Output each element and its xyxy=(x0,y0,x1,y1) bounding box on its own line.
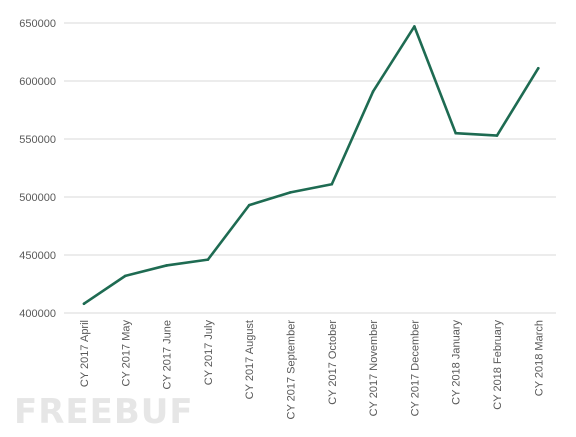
x-tick-label: CY 2017 September xyxy=(286,320,298,420)
x-axis-tick-labels: CY 2017 April CY 2017 May CY 2017 June CY 2… xyxy=(79,320,545,420)
x-tick-label: CY 2017 August xyxy=(244,320,256,399)
y-tick-label: 400000 xyxy=(19,308,56,320)
gridlines xyxy=(64,22,556,314)
data-point xyxy=(82,302,86,306)
data-point xyxy=(330,182,334,186)
y-tick-label: 550000 xyxy=(19,134,56,146)
data-point xyxy=(206,258,210,261)
x-tick-label: CY 2017 June xyxy=(162,320,174,390)
x-tick-label: CY 2017 April xyxy=(79,320,91,387)
x-tick-label: CY 2017 October xyxy=(327,320,339,405)
data-point xyxy=(495,134,499,137)
data-point xyxy=(371,90,375,93)
data-point xyxy=(124,274,127,278)
data-point xyxy=(454,131,458,135)
x-tick-label: CY 2018 January xyxy=(451,320,463,405)
x-tick-label: CY 2018 March xyxy=(533,320,545,396)
y-axis-tick-labels: 400000 450000 500000 550000 600000 650000 xyxy=(19,18,56,320)
data-point xyxy=(413,25,416,28)
series-line xyxy=(82,25,540,306)
y-tick-label: 650000 xyxy=(19,18,56,30)
x-tick-label: CY 2017 November xyxy=(368,320,380,417)
data-point xyxy=(247,203,251,207)
data-point xyxy=(289,191,292,194)
x-tick-label: CY 2017 July xyxy=(203,320,215,386)
series-layer xyxy=(82,25,540,306)
data-point xyxy=(165,264,168,267)
x-tick-label: CY 2017 May xyxy=(120,320,132,387)
x-tick-label: CY 2017 December xyxy=(409,320,421,417)
y-tick-label: 450000 xyxy=(19,250,56,262)
data-point xyxy=(537,66,540,70)
y-tick-label: 500000 xyxy=(19,192,56,204)
y-tick-label: 600000 xyxy=(19,76,56,88)
x-tick-label: CY 2018 February xyxy=(492,320,504,410)
watermark-logo: FREEBUF xyxy=(14,392,194,432)
